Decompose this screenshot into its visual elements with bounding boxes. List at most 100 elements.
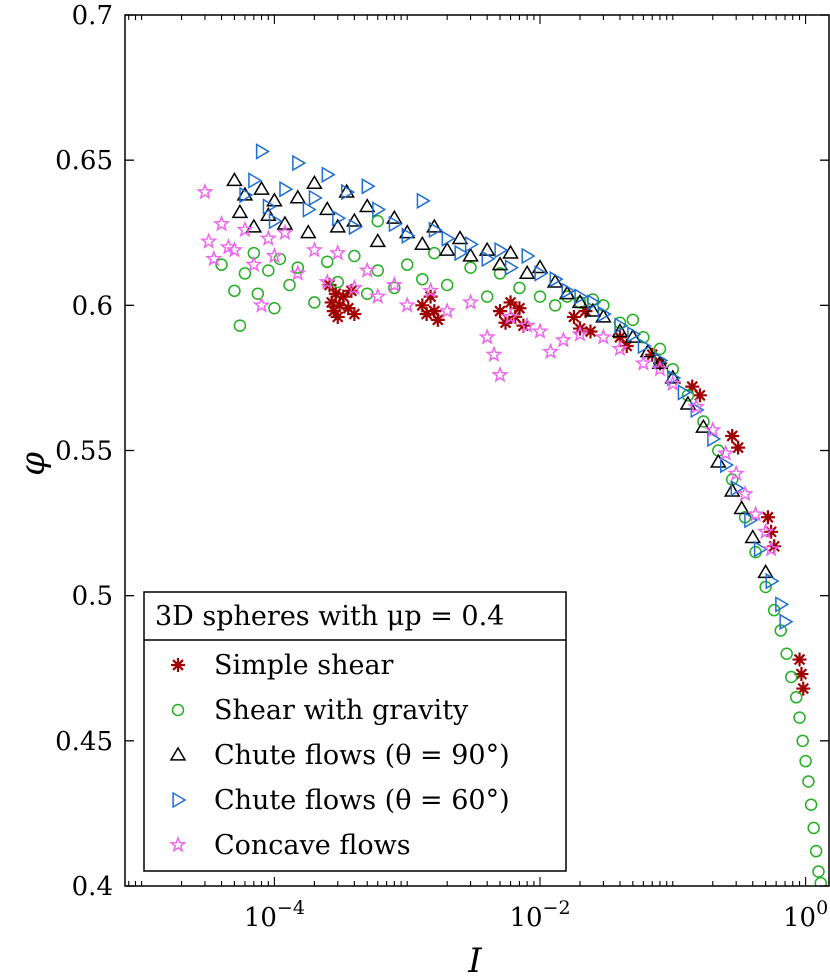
data-point — [428, 221, 443, 239]
data-point — [262, 264, 275, 277]
data-point — [548, 299, 562, 312]
data-point — [196, 182, 214, 200]
data-point — [253, 180, 270, 195]
data-point — [744, 511, 759, 529]
data-point — [252, 296, 271, 313]
data-point — [385, 275, 404, 293]
data-point — [512, 301, 527, 316]
data-point — [767, 603, 781, 617]
data-point — [416, 192, 431, 210]
legend-marker — [169, 746, 187, 761]
data-point — [651, 360, 669, 377]
data-point — [756, 522, 775, 540]
data-point — [554, 331, 573, 348]
series-4 — [239, 143, 794, 631]
data-point — [372, 201, 387, 218]
data-point — [464, 236, 480, 253]
data-point — [225, 241, 244, 258]
legend-label: Concave flows — [214, 830, 411, 861]
legend-label: Simple shear — [214, 650, 394, 681]
data-point — [205, 249, 223, 267]
data-point — [398, 296, 416, 313]
data-point — [653, 342, 667, 356]
data-point — [262, 198, 277, 215]
data-point — [212, 214, 231, 232]
data-point — [481, 250, 496, 268]
data-point — [238, 267, 252, 280]
data-point — [746, 505, 765, 522]
data-point — [348, 218, 363, 236]
data-point — [369, 287, 387, 305]
data-point — [744, 529, 762, 544]
data-point — [493, 304, 508, 319]
data-point — [324, 295, 339, 310]
data-point — [248, 172, 263, 189]
data-point — [260, 206, 277, 221]
data-point — [775, 596, 790, 613]
y-axis: 0.4 0.45 0.5 0.55 0.6 0.65 0.7 — [55, 1, 829, 902]
data-point — [789, 691, 803, 704]
data-point — [322, 278, 337, 293]
data-point — [571, 293, 589, 309]
data-point — [501, 307, 520, 325]
data-point — [451, 230, 469, 245]
data-point — [685, 379, 700, 394]
data-point — [438, 241, 456, 256]
data-point — [326, 304, 341, 319]
data-point — [462, 247, 479, 262]
data-point — [268, 301, 281, 315]
data-point — [597, 305, 612, 323]
data-point — [320, 255, 334, 269]
y-tick-label: 0.65 — [55, 146, 113, 176]
data-point — [305, 241, 324, 258]
data-point — [336, 289, 351, 304]
legend-title-text: 3D spheres with μp = 0.4 — [155, 601, 504, 632]
data-point — [614, 317, 629, 334]
data-point — [753, 540, 769, 558]
data-point — [236, 220, 254, 238]
legend-title: 3D spheres with μp = 0.4 — [155, 601, 504, 632]
data-point — [428, 246, 441, 260]
data-point — [733, 500, 750, 515]
data-point — [438, 302, 456, 319]
data-point — [809, 844, 823, 858]
data-point — [283, 278, 296, 292]
data-point — [427, 304, 442, 319]
legend-label: Chute flows (θ = 60°) — [214, 785, 510, 816]
data-point — [491, 365, 509, 383]
data-point — [265, 246, 284, 264]
data-point — [504, 259, 520, 276]
data-point — [454, 244, 469, 262]
data-point — [793, 711, 806, 724]
data-point — [199, 232, 218, 249]
data-point — [414, 235, 431, 251]
data-point — [425, 218, 443, 233]
data-point — [796, 681, 811, 696]
legend-marker — [169, 835, 187, 853]
data-point — [561, 282, 576, 300]
data-point — [321, 166, 336, 183]
data-point — [707, 430, 722, 448]
data-point — [736, 484, 754, 502]
data-point — [369, 232, 387, 248]
data-point — [251, 287, 265, 300]
y-axis-title: φ — [13, 452, 53, 476]
data-point — [521, 247, 536, 265]
data-point — [518, 264, 536, 280]
data-point — [226, 172, 243, 187]
data-point — [345, 278, 364, 296]
legend-label: Shear with gravity — [214, 695, 469, 726]
data-point — [480, 290, 494, 303]
data-point — [498, 315, 513, 330]
y-tick-label: 0.55 — [55, 437, 113, 467]
data-point — [716, 444, 735, 461]
data-point — [245, 255, 263, 273]
data-point — [388, 281, 401, 295]
data-point — [233, 319, 247, 332]
data-point — [779, 613, 794, 631]
legend-entries: Simple shear Shear with gravity Chute flow… — [169, 650, 510, 861]
data-point — [534, 265, 549, 282]
data-point — [549, 270, 564, 288]
data-point — [371, 214, 384, 228]
